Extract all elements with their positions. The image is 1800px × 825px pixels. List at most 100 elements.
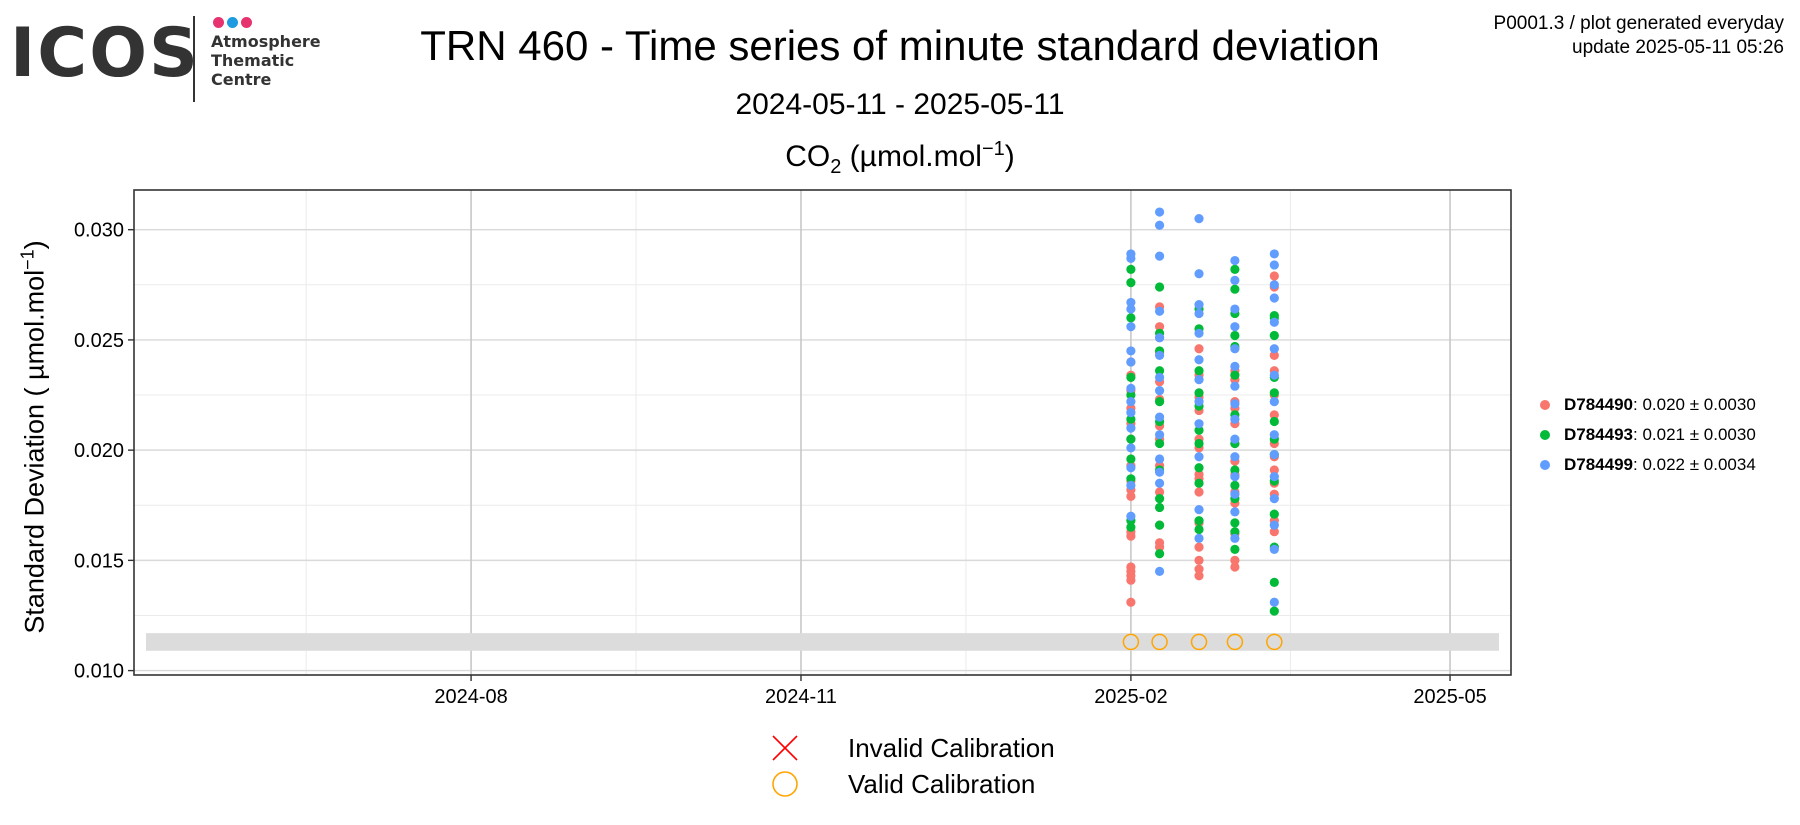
- data-point: [1230, 533, 1240, 543]
- data-point: [1194, 564, 1204, 574]
- x-tick-label: 2024-11: [765, 686, 837, 708]
- data-point: [1154, 430, 1165, 440]
- data-point: [1230, 471, 1240, 482]
- data-point: [1154, 282, 1165, 292]
- legend-item: D784499 : 0.022 ± 0.0034: [1540, 450, 1756, 480]
- data-point: [1194, 374, 1204, 385]
- data-point: [1126, 491, 1136, 502]
- valid-calibration-label: Valid Calibration: [848, 768, 1036, 799]
- data-point: [1194, 487, 1204, 497]
- data-point: [1230, 304, 1240, 314]
- icos-logo: ICOS Atmosphere Thematic Centre: [10, 10, 340, 110]
- data-point: [1154, 412, 1165, 422]
- data-point: [1126, 322, 1136, 332]
- data-point: [1194, 542, 1204, 552]
- data-point: [1230, 414, 1240, 424]
- plot-title-prefix: CO: [785, 140, 831, 173]
- data-point: [1154, 220, 1165, 230]
- data-point: [1126, 522, 1136, 532]
- data-point: [1126, 423, 1136, 433]
- data-point: [1194, 516, 1204, 526]
- plot-title-suffix: ): [1004, 140, 1015, 173]
- data-point: [1126, 434, 1136, 444]
- data-point: [1230, 527, 1240, 537]
- data-point: [1154, 322, 1165, 332]
- data-point: [1194, 555, 1204, 565]
- data-point: [1126, 443, 1136, 453]
- data-point: [1154, 538, 1165, 548]
- data-point: [1126, 474, 1136, 484]
- data-point: [1154, 386, 1165, 396]
- data-point: [1269, 350, 1279, 360]
- data-point: [1154, 438, 1165, 449]
- series-legend: D784490 : 0.020 ± 0.0030 D784493 : 0.021…: [1540, 390, 1756, 480]
- data-point: [1194, 478, 1204, 488]
- x-tick-label: 2024-08: [434, 686, 507, 708]
- legend-series-id: D784493: [1564, 425, 1634, 444]
- data-point: [1154, 494, 1165, 504]
- plot-border: [133, 189, 1512, 676]
- legend-dot-icon: [1540, 430, 1550, 440]
- data-point: [1154, 333, 1165, 343]
- data-point: [1154, 306, 1165, 316]
- y-tick-label: 0.010: [74, 661, 124, 683]
- legend-series-id: D784490: [1564, 395, 1634, 414]
- data-point: [1154, 502, 1165, 513]
- data-point: [1154, 397, 1165, 407]
- data-point: [1126, 264, 1136, 274]
- data-point: [1154, 467, 1165, 477]
- data-point: [1126, 597, 1136, 607]
- data-point: [1154, 372, 1165, 382]
- data-point: [1269, 280, 1279, 290]
- x-cross-icon: [772, 735, 798, 761]
- series-d784499: [1126, 207, 1279, 607]
- data-point: [1154, 207, 1165, 217]
- data-point: [1230, 480, 1240, 491]
- data-point: [1269, 370, 1279, 380]
- data-point: [1126, 408, 1136, 418]
- data-point: [1269, 397, 1279, 407]
- data-point: [1269, 520, 1279, 530]
- data-point: [1269, 509, 1279, 519]
- reference-band: [146, 633, 1499, 651]
- plot-title-mid: (µmol.mol: [841, 140, 982, 173]
- data-point: [1194, 524, 1204, 535]
- data-point: [1269, 606, 1279, 616]
- data-point: [1230, 555, 1240, 565]
- data-point: [1194, 269, 1204, 279]
- data-point: [1194, 425, 1204, 435]
- data-point: [1126, 511, 1136, 521]
- data-point: [1126, 357, 1136, 367]
- data-point: [1154, 251, 1165, 261]
- plot-title-superscript: −1: [981, 138, 1005, 160]
- data-point: [1154, 520, 1165, 530]
- circle-outline-icon: [772, 771, 798, 797]
- data-point: [1126, 480, 1136, 491]
- logo-line-1: Atmosphere: [211, 32, 321, 51]
- data-point: [1230, 361, 1240, 371]
- data-point: [1154, 350, 1165, 360]
- data-point: [1126, 463, 1136, 473]
- data-point: [1230, 399, 1240, 409]
- legend-item: D784490 : 0.020 ± 0.0030: [1540, 390, 1756, 420]
- data-point: [1230, 507, 1240, 517]
- data-point: [1230, 344, 1240, 354]
- y-tick-label: 0.020: [74, 440, 124, 462]
- data-point: [1194, 438, 1204, 449]
- data-point: [1126, 346, 1136, 356]
- data-point: [1230, 434, 1240, 444]
- data-point: [1126, 304, 1136, 314]
- data-point: [1126, 383, 1136, 394]
- date-range-subtitle: 2024-05-11 - 2025-05-11: [735, 88, 1065, 121]
- legend-dot-icon: [1540, 400, 1550, 410]
- logo-line-2: Thematic: [211, 51, 295, 70]
- valid-calibration-marker: [1122, 633, 1140, 651]
- data-point: [1154, 454, 1165, 464]
- data-point: [1269, 317, 1279, 327]
- data-point: [1230, 330, 1240, 341]
- data-point: [1230, 489, 1240, 499]
- data-point: [1126, 454, 1136, 464]
- data-point: [1154, 566, 1165, 576]
- data-point: [1269, 471, 1279, 482]
